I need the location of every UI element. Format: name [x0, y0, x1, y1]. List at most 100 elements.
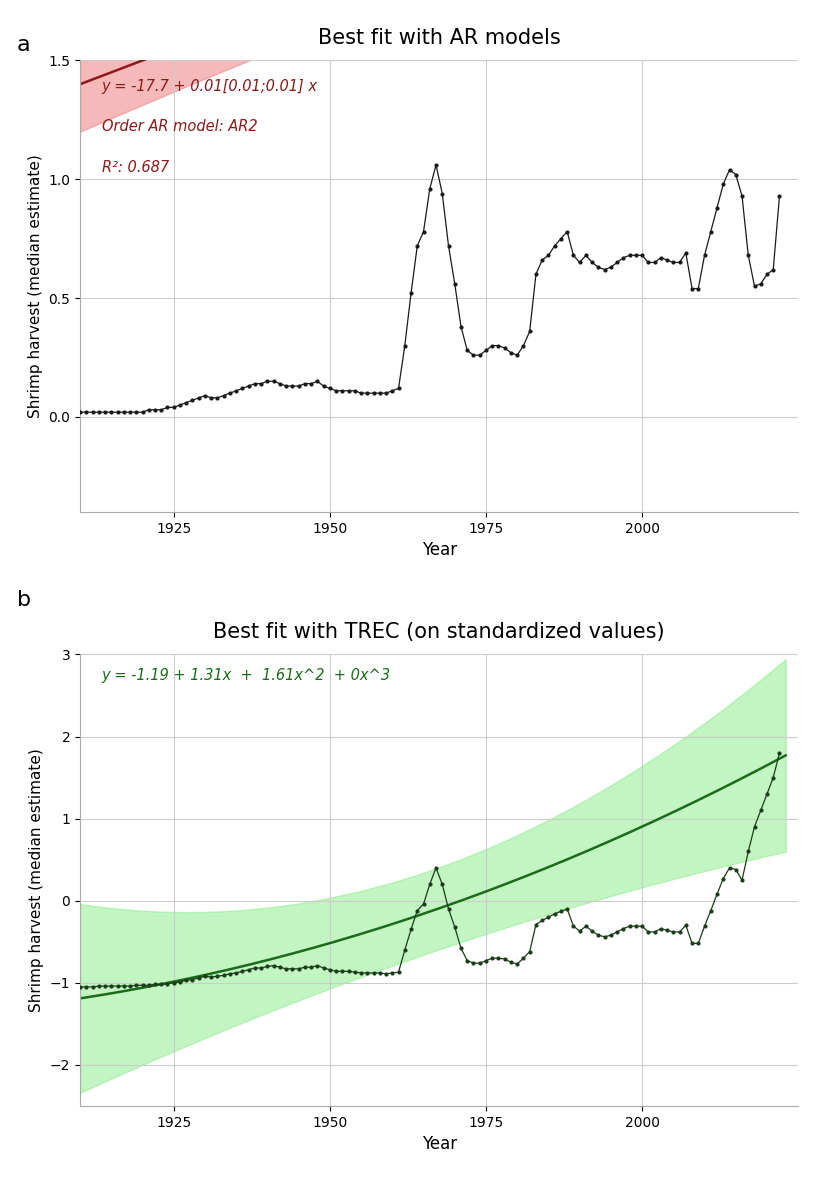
- Point: [742, 842, 755, 861]
- Point: [361, 964, 374, 983]
- Point: [505, 953, 518, 972]
- X-axis label: Year: Year: [421, 541, 457, 560]
- Point: [710, 885, 724, 903]
- Point: [149, 400, 162, 419]
- Point: [691, 279, 705, 298]
- Point: [230, 964, 243, 983]
- Point: [249, 374, 262, 393]
- Point: [335, 961, 349, 980]
- Point: [405, 283, 418, 302]
- Point: [335, 381, 349, 400]
- Point: [173, 396, 187, 415]
- Text: a: a: [17, 35, 30, 56]
- Point: [767, 260, 780, 279]
- Point: [430, 156, 443, 175]
- Point: [591, 257, 605, 276]
- Point: [130, 976, 143, 994]
- Point: [192, 389, 206, 407]
- Point: [323, 960, 336, 979]
- Point: [123, 977, 136, 996]
- Point: [254, 374, 268, 393]
- Point: [186, 391, 199, 410]
- Point: [523, 942, 536, 961]
- Point: [617, 248, 630, 267]
- Point: [535, 911, 548, 929]
- Point: [205, 967, 218, 986]
- Point: [579, 916, 592, 935]
- Point: [149, 976, 162, 994]
- Point: [523, 322, 536, 341]
- Point: [417, 894, 430, 913]
- Point: [717, 175, 730, 194]
- Point: [742, 246, 755, 265]
- Point: [529, 915, 543, 934]
- Point: [467, 346, 480, 365]
- Point: [761, 784, 774, 803]
- Point: [105, 977, 118, 996]
- Point: [679, 243, 692, 262]
- Point: [735, 870, 748, 889]
- Point: [292, 959, 306, 978]
- Point: [442, 236, 455, 255]
- Point: [286, 377, 299, 396]
- Point: [154, 400, 168, 419]
- Point: [454, 939, 468, 958]
- Point: [610, 253, 624, 272]
- Point: [354, 384, 368, 403]
- Point: [623, 916, 636, 935]
- Point: [579, 246, 592, 265]
- Point: [729, 860, 743, 879]
- Point: [279, 377, 292, 396]
- Point: [454, 318, 468, 337]
- Point: [654, 248, 667, 267]
- Point: [605, 257, 618, 276]
- Point: [98, 403, 112, 422]
- Point: [179, 971, 192, 990]
- Point: [330, 961, 343, 980]
- Point: [367, 964, 380, 983]
- Point: [379, 965, 392, 984]
- Point: [305, 374, 318, 393]
- Point: [93, 403, 106, 422]
- Point: [698, 246, 711, 265]
- Point: [679, 916, 692, 935]
- Point: [330, 381, 343, 400]
- Point: [648, 253, 661, 272]
- Point: [261, 372, 274, 391]
- Title: Best fit with AR models: Best fit with AR models: [318, 28, 561, 47]
- Point: [635, 916, 648, 935]
- Point: [617, 919, 630, 938]
- Point: [74, 978, 87, 997]
- Point: [629, 246, 643, 265]
- Point: [398, 337, 411, 355]
- Point: [267, 957, 280, 976]
- Point: [642, 253, 655, 272]
- Point: [723, 859, 736, 877]
- Point: [173, 972, 187, 991]
- Point: [542, 246, 555, 265]
- Point: [686, 279, 699, 298]
- Point: [661, 921, 674, 940]
- Point: [554, 229, 567, 248]
- Point: [242, 377, 255, 396]
- Point: [198, 967, 211, 986]
- Point: [298, 958, 311, 977]
- Point: [361, 384, 374, 403]
- Point: [211, 389, 224, 407]
- Point: [217, 386, 230, 405]
- Point: [405, 920, 418, 939]
- Point: [586, 921, 599, 940]
- Point: [423, 875, 436, 894]
- Point: [317, 377, 330, 396]
- Point: [386, 381, 399, 400]
- Y-axis label: Shrimp harvest (median estimate): Shrimp harvest (median estimate): [28, 155, 43, 418]
- Point: [161, 398, 174, 417]
- Point: [561, 900, 574, 919]
- Point: [623, 246, 636, 265]
- Point: [223, 965, 236, 984]
- Point: [705, 901, 718, 920]
- Point: [154, 976, 168, 994]
- Point: [198, 386, 211, 405]
- Point: [86, 978, 99, 997]
- Point: [735, 187, 748, 205]
